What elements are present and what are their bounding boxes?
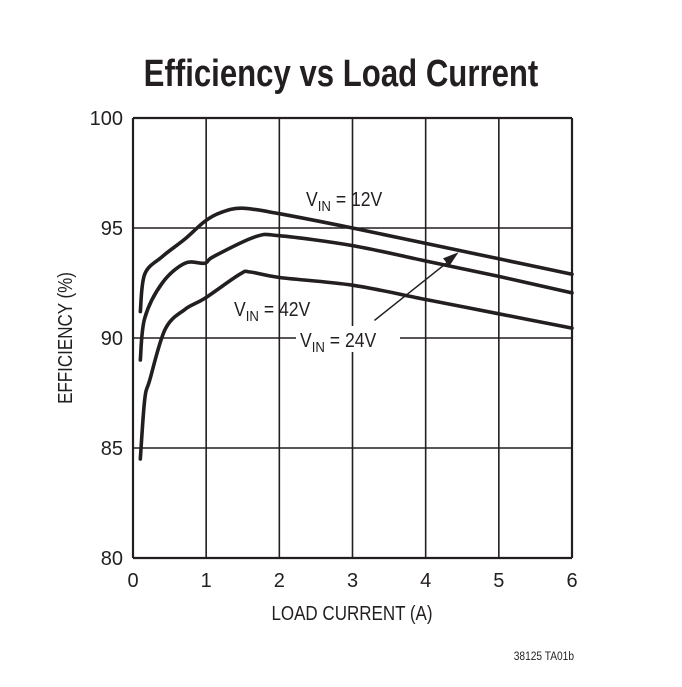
- x-tick-labels: 0 1 2 3 4 5 6: [127, 570, 577, 592]
- chart-title: Efficiency vs Load Current: [144, 53, 539, 95]
- series-line-vin-12v: [138, 206, 574, 314]
- label-24v-background: [296, 326, 400, 352]
- svg-text:VIN = 42V: VIN = 42V: [234, 298, 311, 324]
- series-line-vin-42v: [138, 269, 574, 461]
- arrow-shaft: [373, 257, 454, 321]
- x-tick-label: 4: [420, 570, 431, 592]
- x-tick-label: 3: [347, 570, 358, 592]
- x-tick-label: 5: [493, 570, 504, 592]
- svg-text:VIN = 24V: VIN = 24V: [300, 329, 377, 355]
- series-lines: [138, 206, 574, 461]
- grid: [131, 116, 574, 560]
- y-tick-label: 95: [101, 218, 123, 240]
- x-tick-label: 1: [201, 570, 212, 592]
- series-label-12v: VIN = 12V: [306, 188, 383, 214]
- series-label-24v: VIN = 24V: [300, 329, 377, 355]
- x-tick-label: 0: [127, 570, 138, 592]
- y-tick-label: 80: [101, 548, 123, 570]
- y-tick-label: 85: [101, 438, 123, 460]
- x-tick-label: 6: [566, 570, 577, 592]
- svg-text:VIN = 12V: VIN = 12V: [306, 188, 383, 214]
- x-tick-label: 2: [274, 570, 285, 592]
- annotation-arrow: [373, 252, 459, 321]
- series-line-vin-24v: [138, 232, 574, 362]
- y-tick-labels: 80 85 90 95 100: [90, 108, 123, 570]
- footnote: 38125 TA01b: [514, 650, 574, 663]
- y-tick-label: 100: [90, 108, 123, 130]
- arrow-head: [443, 252, 459, 267]
- series-label-42v: VIN = 42V: [234, 298, 311, 324]
- y-tick-label: 90: [101, 328, 123, 350]
- x-axis-label: LOAD CURRENT (A): [271, 602, 432, 625]
- y-axis-label: EFFICIENCY (%): [54, 272, 77, 404]
